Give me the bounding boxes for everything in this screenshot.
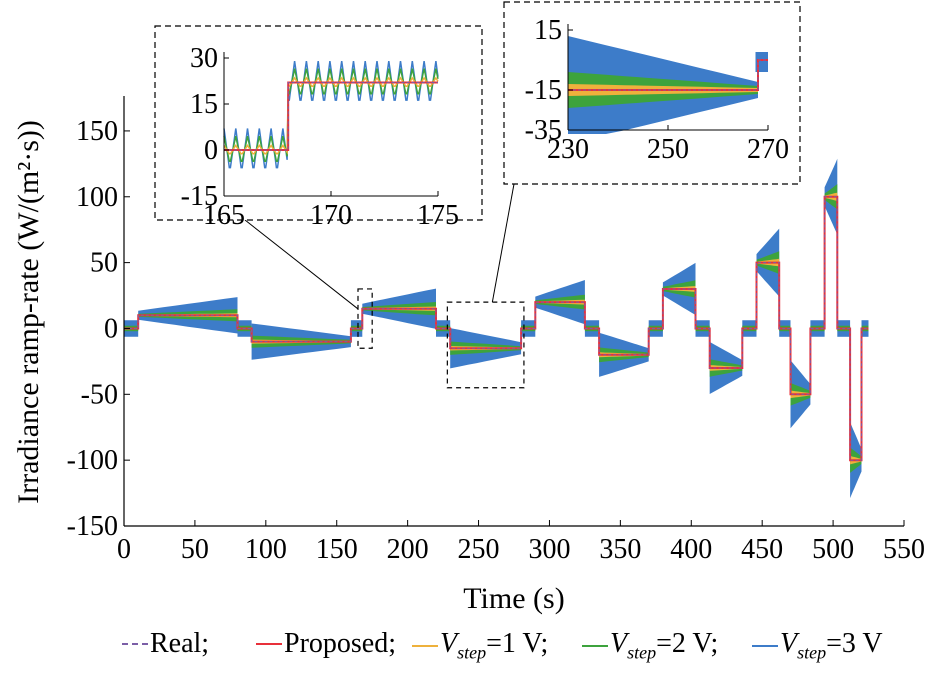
legend-swatch-proposed [256, 643, 282, 645]
x-tick-label: 150 [316, 534, 358, 565]
legend-label-real: Real; [150, 628, 210, 659]
x-tick-label: 200 [387, 534, 429, 565]
inset-y-tick-label: -15 [525, 75, 562, 106]
y-tick-label: -150 [67, 511, 118, 542]
inset-y-tick-label: -15 [181, 181, 218, 212]
inset-series-real [224, 82, 438, 151]
series-real [124, 196, 869, 461]
main-plot: 0 50 100 150 200 250 300 350 400 450 500 550-150-10… [12, 96, 925, 615]
y-tick-label: 50 [90, 248, 118, 279]
inset-y-tick-label: -35 [525, 115, 562, 146]
inset-x-tick-label: 165 [203, 200, 245, 231]
connector-1 [244, 219, 359, 310]
legend-item-proposed: Proposed; [256, 628, 396, 660]
x-tick-label: 300 [528, 534, 570, 565]
legend-swatch-vstep2 [582, 644, 608, 647]
x-tick-label: 450 [741, 534, 783, 565]
x-tick-label: 350 [599, 534, 641, 565]
legend-label-proposed: Proposed; [284, 628, 396, 659]
zoom-box-1 [357, 288, 373, 349]
inset-y-tick-label: 30 [190, 43, 218, 74]
connector-2 [491, 183, 515, 303]
inset-y-tick-label: 15 [534, 15, 562, 46]
inset-y-tick-label: 0 [204, 135, 218, 166]
x-tick-label: 500 [812, 534, 854, 565]
inset-x-tick-label: 270 [747, 134, 789, 165]
x-tick-label: 50 [181, 534, 209, 565]
legend: Real; Proposed; Vstep=1 V; Vstep=2 V; Vs… [0, 628, 933, 668]
inset-2: 230 250 270 -35 -15 15 [503, 1, 801, 185]
x-axis-label: Time (s) [463, 582, 564, 615]
legend-swatch-vstep3 [752, 644, 778, 647]
x-tick-label: 250 [458, 534, 500, 565]
y-axis-label: Irradiance ramp-rate (W/(m²·s)) [12, 120, 45, 504]
y-tick-label: -50 [81, 379, 118, 410]
legend-item-vstep1: Vstep=1 V; [412, 628, 548, 664]
chart-svg: 0 50 100 150 200 250 300 350 400 450 500 550-150-10… [12, 1, 925, 615]
inset-x-tick-label: 175 [417, 200, 459, 231]
y-tick-label: 150 [76, 116, 118, 147]
legend-swatch-real [122, 643, 148, 645]
legend-label-vstep1: Vstep=1 V; [440, 628, 549, 663]
x-tick-label: 100 [245, 534, 287, 565]
legend-label-vstep2: Vstep=2 V; [610, 628, 719, 663]
inset-series-real [568, 59, 768, 91]
legend-label-vstep3: Vstep=3 V [780, 628, 883, 663]
inset-1: 165 170 175 -15 0 15 30 [154, 25, 483, 231]
inset-x-tick-label: 170 [310, 200, 352, 231]
y-tick-label: -100 [67, 445, 118, 476]
x-tick-label: 550 [883, 534, 925, 565]
zoom-box-2 [446, 301, 525, 389]
inset-trace-vstep2 [223, 68, 439, 163]
legend-item-real: Real; [122, 628, 209, 660]
inset-x-tick-label: 230 [547, 134, 589, 165]
inset-x-tick-label: 250 [647, 134, 689, 165]
legend-item-vstep3: Vstep=3 V [752, 628, 883, 664]
inset-frame [154, 25, 483, 221]
y-tick-label: 0 [104, 313, 118, 344]
x-tick-label: 400 [670, 534, 712, 565]
inset-trace-vstep1 [223, 76, 439, 155]
legend-swatch-vstep1 [412, 644, 438, 647]
legend-item-vstep2: Vstep=2 V; [582, 628, 718, 664]
inset-y-tick-label: 15 [190, 89, 218, 120]
y-tick-label: 100 [76, 182, 118, 213]
x-tick-label: 0 [117, 534, 131, 565]
